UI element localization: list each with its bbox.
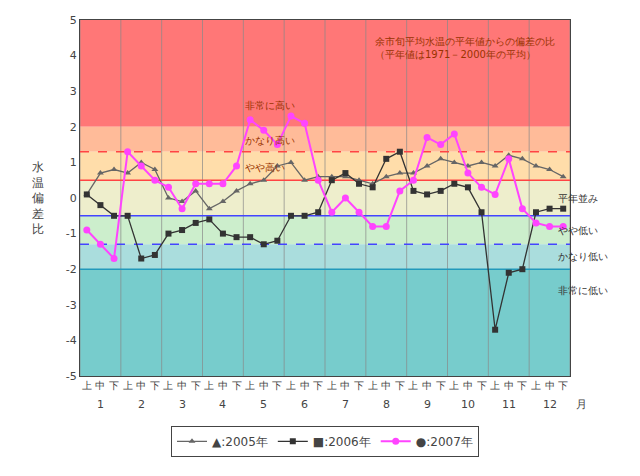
svg-text:上: 上 [449, 380, 459, 391]
svg-text:やや低い: やや低い [558, 225, 598, 236]
svg-text:下: 下 [436, 380, 446, 391]
svg-text:1: 1 [70, 156, 77, 169]
svg-text:5: 5 [70, 14, 77, 27]
svg-text:3: 3 [70, 85, 77, 98]
svg-text:-1: -1 [66, 227, 77, 240]
svg-text:中: 中 [300, 380, 310, 391]
svg-text:8: 8 [383, 398, 390, 411]
svg-text:中: 中 [340, 380, 350, 391]
svg-text:6: 6 [301, 398, 308, 411]
svg-text:2: 2 [138, 398, 145, 411]
svg-text:中: 中 [218, 380, 228, 391]
svg-text:かなり低い: かなり低い [558, 251, 608, 262]
svg-text:下: 下 [477, 380, 487, 391]
svg-text:やや高い: やや高い [245, 162, 285, 173]
svg-text:中: 中 [177, 380, 187, 391]
svg-text:10: 10 [461, 398, 475, 411]
svg-text:上: 上 [204, 380, 214, 391]
svg-text:中: 中 [463, 380, 473, 391]
svg-text:中: 中 [504, 380, 514, 391]
svg-text:中: 中 [136, 380, 146, 391]
svg-text:下: 下 [232, 380, 242, 391]
svg-text:非常に低い: 非常に低い [558, 285, 608, 296]
svg-text:下: 下 [272, 380, 282, 391]
svg-text:-2: -2 [66, 263, 77, 276]
svg-text:●:2007年: ●:2007年 [416, 435, 473, 449]
svg-text:中: 中 [95, 380, 105, 391]
svg-text:中: 中 [381, 380, 391, 391]
svg-text:-3: -3 [66, 299, 77, 312]
svg-text:上: 上 [368, 380, 378, 391]
svg-text:-5: -5 [66, 370, 77, 383]
svg-text:4: 4 [70, 49, 77, 62]
svg-text:下: 下 [558, 380, 568, 391]
svg-text:11: 11 [502, 398, 516, 411]
svg-text:上: 上 [123, 380, 133, 391]
svg-text:水温偏差比: 水温偏差比 [32, 160, 44, 236]
svg-text:-4: -4 [66, 334, 77, 347]
svg-text:月: 月 [576, 398, 587, 411]
svg-text:下: 下 [313, 380, 323, 391]
svg-text:上: 上 [327, 380, 337, 391]
svg-text:下: 下 [517, 380, 527, 391]
svg-text:下: 下 [150, 380, 160, 391]
svg-text:かなり高い: かなり高い [245, 135, 295, 146]
svg-text:下: 下 [395, 380, 405, 391]
svg-text:上: 上 [490, 380, 500, 391]
svg-text:4: 4 [219, 398, 226, 411]
svg-text:非常に高い: 非常に高い [245, 100, 295, 111]
svg-text:平年並み: 平年並み [558, 193, 598, 204]
svg-text:▲:2005年: ▲:2005年 [212, 435, 268, 449]
svg-text:上: 上 [82, 380, 92, 391]
svg-text:上: 上 [286, 380, 296, 391]
svg-text:9: 9 [424, 398, 431, 411]
svg-text:中: 中 [545, 380, 555, 391]
svg-text:下: 下 [109, 380, 119, 391]
svg-text:1: 1 [97, 398, 104, 411]
svg-text:下: 下 [354, 380, 364, 391]
svg-text:0: 0 [70, 192, 77, 205]
svg-text:上: 上 [245, 380, 255, 391]
svg-text:中: 中 [259, 380, 269, 391]
svg-text:上: 上 [531, 380, 541, 391]
svg-text:中: 中 [422, 380, 432, 391]
svg-text:7: 7 [342, 398, 349, 411]
svg-text:下: 下 [191, 380, 201, 391]
svg-text:上: 上 [163, 380, 173, 391]
svg-text:余市旬平均水温の平年値からの偏差の比（平年値は1971－20: 余市旬平均水温の平年値からの偏差の比（平年値は1971－2000年の平均） [375, 36, 555, 60]
svg-text:上: 上 [408, 380, 418, 391]
svg-text:5: 5 [260, 398, 267, 411]
svg-text:2: 2 [70, 121, 77, 134]
svg-text:3: 3 [179, 398, 186, 411]
svg-text:12: 12 [543, 398, 557, 411]
svg-text:■:2006年: ■:2006年 [313, 435, 371, 449]
